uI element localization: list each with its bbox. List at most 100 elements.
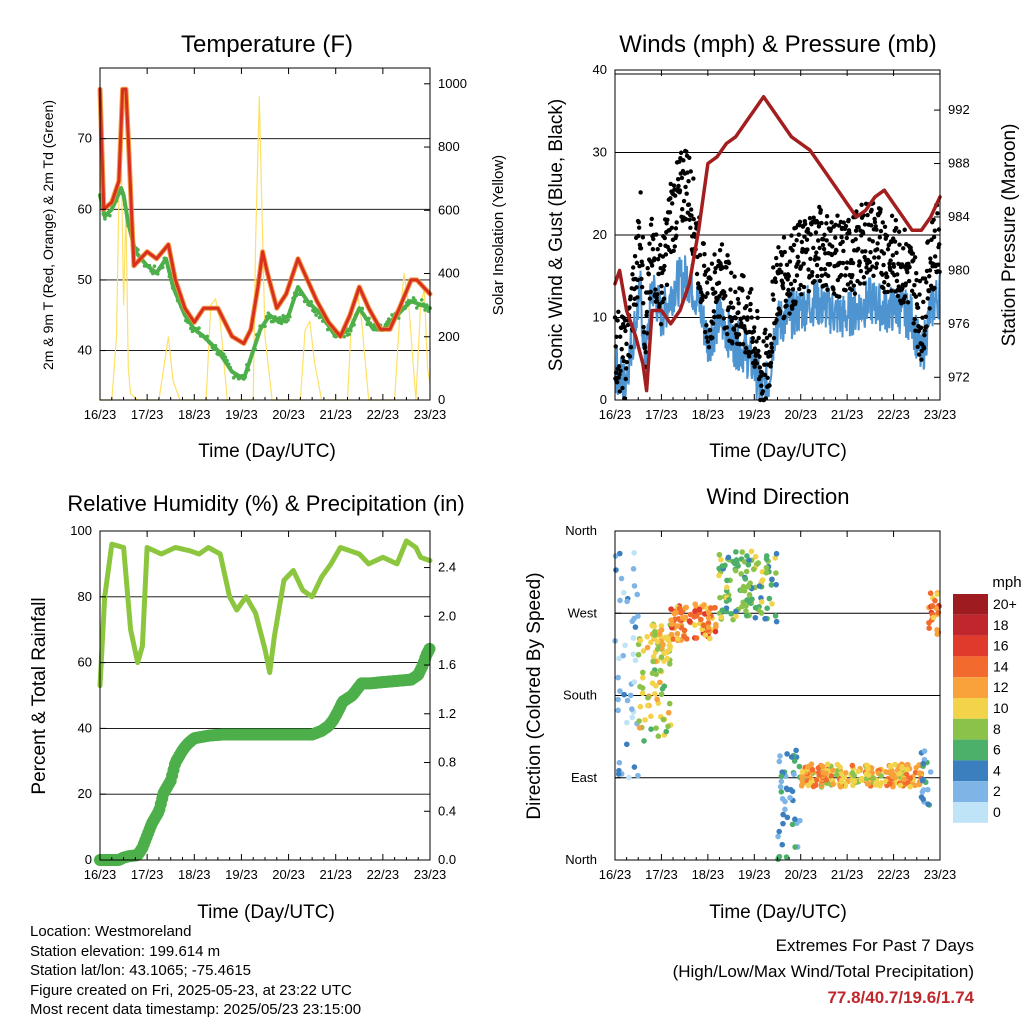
- gust-point: [739, 321, 744, 326]
- direction-point: [650, 653, 657, 660]
- gust-point: [820, 242, 826, 248]
- direction-point: [674, 630, 681, 637]
- gust-point: [793, 299, 798, 304]
- direction-point: [700, 622, 707, 629]
- dewpoint-point: [296, 285, 300, 289]
- direction-point: [819, 763, 826, 770]
- gust-point: [831, 287, 836, 292]
- dewpoint-point: [266, 311, 271, 315]
- direction-point: [630, 635, 637, 641]
- gust-point: [639, 284, 645, 290]
- dewpoint-point: [424, 303, 429, 307]
- gust-point: [708, 276, 713, 281]
- gust-point: [897, 242, 902, 247]
- direction-point: [743, 612, 750, 619]
- direction-point: [615, 674, 621, 681]
- gust-point: [860, 231, 866, 236]
- gust-point: [794, 238, 799, 243]
- legend-swatch: [953, 656, 988, 678]
- gust-point: [751, 329, 757, 334]
- y2-tick-label: 0.4: [438, 803, 456, 818]
- gust-point: [833, 222, 838, 228]
- gust-point: [704, 323, 709, 328]
- gust-point: [802, 221, 808, 227]
- gust-point: [913, 294, 919, 299]
- gust-point: [736, 332, 742, 337]
- x-tick-label: 19/23: [738, 867, 771, 882]
- gust-point: [779, 252, 785, 258]
- direction-point: [630, 566, 637, 572]
- gust-point: [780, 280, 786, 286]
- dewpoint-point: [256, 333, 261, 338]
- gust-point: [651, 236, 656, 242]
- y-tick-label: 80: [78, 589, 92, 604]
- x-tick-label: 19/23: [225, 407, 258, 422]
- y-tick-label: 10: [593, 310, 607, 325]
- gust-point: [913, 328, 918, 333]
- legend-swatch: [953, 739, 988, 761]
- gust-point: [784, 262, 790, 267]
- gust-point: [841, 220, 846, 225]
- legend-swatch: [953, 635, 988, 657]
- direction-point: [644, 634, 650, 640]
- gust-point: [799, 239, 805, 245]
- gust-point: [728, 300, 734, 305]
- gust-point: [870, 264, 875, 269]
- gust-point: [924, 324, 929, 329]
- direction-point: [780, 820, 786, 827]
- dewpoint-point: [367, 316, 371, 321]
- gust-point: [783, 298, 789, 303]
- gust-point: [765, 375, 770, 380]
- direction-point: [686, 618, 693, 624]
- gust-point: [843, 223, 849, 229]
- gust-point: [871, 273, 876, 279]
- gust-point: [912, 316, 917, 322]
- gust-point: [841, 248, 846, 254]
- direction-point: [773, 550, 780, 557]
- dewpoint-point: [197, 326, 201, 330]
- dewpoint-point: [114, 199, 119, 203]
- y2-tick-label: 200: [438, 329, 460, 344]
- gust-point: [880, 285, 886, 291]
- gust-point: [617, 372, 622, 377]
- direction-point: [752, 614, 759, 621]
- gust-point: [647, 241, 652, 246]
- y-tick-label: South: [563, 688, 597, 703]
- direction-point: [903, 762, 910, 768]
- gust-point: [627, 305, 632, 310]
- dewpoint-point: [226, 362, 231, 366]
- dewpoint-point: [418, 303, 422, 307]
- gust-point: [902, 227, 907, 232]
- gust-point: [750, 339, 755, 345]
- gust-point: [912, 255, 918, 260]
- gust-point: [818, 266, 824, 272]
- direction-point: [865, 781, 871, 787]
- y-tick-label: 60: [78, 655, 92, 670]
- gust-point: [741, 315, 747, 320]
- dewpoint-point: [122, 203, 127, 207]
- gust-point: [881, 251, 887, 256]
- direction-point: [620, 589, 627, 596]
- gust-point: [755, 315, 760, 321]
- temperature-gridlines: [100, 138, 430, 352]
- gust-point: [773, 279, 779, 285]
- temperature-xlabel: Time (Day/UTC): [198, 441, 336, 462]
- gust-point: [886, 282, 891, 288]
- direction-point: [897, 782, 904, 789]
- gust-point: [821, 236, 826, 242]
- legend-label: 16: [993, 638, 1009, 654]
- gust-point: [787, 311, 792, 316]
- direction-point: [659, 686, 666, 692]
- direction-xlabel: Time (Day/UTC): [709, 902, 847, 923]
- gust-point: [749, 286, 754, 292]
- direction-point: [718, 614, 725, 621]
- station-info: Location: Westmoreland Station elevation…: [30, 922, 361, 1020]
- direction-point: [745, 561, 752, 568]
- winds-title: Winds (mph) & Pressure (mb): [619, 31, 936, 58]
- gust-point: [662, 235, 667, 241]
- gust-point: [801, 284, 807, 290]
- gust-point: [730, 305, 736, 310]
- direction-point: [654, 646, 661, 652]
- gust-point: [799, 292, 804, 297]
- direction-point: [630, 651, 637, 657]
